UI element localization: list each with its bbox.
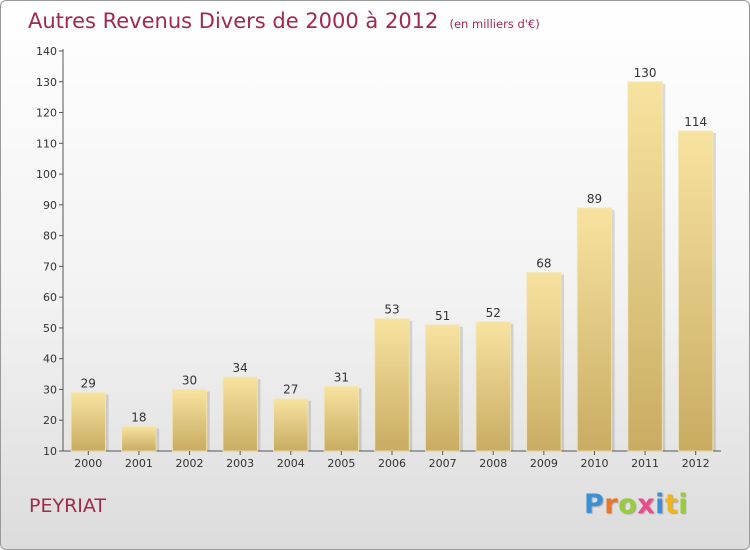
y-tick-label: 70 [43, 260, 57, 273]
bar-value-label: 130 [634, 66, 657, 80]
x-tick-label: 2007 [429, 457, 457, 470]
bar-value-label: 114 [684, 115, 707, 129]
x-tick-label: 2012 [682, 457, 710, 470]
bar [70, 392, 106, 452]
x-tick-label: 2004 [277, 457, 305, 470]
bar-value-label: 89 [587, 192, 602, 206]
logo-letter: x [637, 489, 656, 520]
bar-value-label: 52 [486, 306, 501, 320]
logo-letter: o [618, 489, 638, 520]
x-tick-label: 2006 [378, 457, 406, 470]
x-tick-label: 2003 [226, 457, 254, 470]
y-tick-label: 80 [43, 230, 57, 243]
y-tick-label: 60 [43, 291, 57, 304]
bar-value-label: 27 [283, 383, 298, 397]
proxiti-logo: Proxiti [584, 489, 688, 520]
location-label: PEYRIAT [29, 495, 107, 517]
bar-value-label: 51 [435, 309, 450, 323]
y-tick-label: 130 [36, 76, 57, 89]
bar [627, 81, 663, 452]
x-tick-label: 2005 [327, 457, 355, 470]
bar [121, 425, 157, 452]
bar [526, 272, 562, 452]
y-tick-label: 110 [36, 137, 57, 150]
logo-letter: t [664, 489, 679, 520]
bar [425, 324, 461, 452]
logo-letter: P [584, 489, 605, 520]
bar [171, 389, 208, 452]
bar [576, 207, 613, 452]
y-tick-label: 40 [43, 353, 57, 366]
y-tick-label: 100 [36, 168, 57, 181]
bar-value-label: 30 [182, 373, 197, 387]
x-tick-label: 2000 [74, 457, 102, 470]
x-tick-label: 2010 [580, 457, 608, 470]
bar-value-label: 18 [131, 410, 146, 424]
y-tick-label: 30 [43, 383, 57, 396]
bar [323, 385, 359, 452]
title-block: Autres Revenus Divers de 2000 à 2012 (en… [28, 9, 540, 33]
bar-value-label: 29 [81, 377, 96, 391]
chart-subtitle: (en milliers d'€) [449, 17, 540, 31]
chart-title: Autres Revenus Divers de 2000 à 2012 [28, 9, 439, 33]
x-tick-label: 2008 [479, 457, 507, 470]
y-tick-label: 140 [36, 45, 57, 58]
x-tick-label: 2002 [176, 457, 204, 470]
x-tick-label: 2001 [125, 457, 153, 470]
logo-letter: r [604, 489, 619, 520]
bar [678, 130, 714, 452]
x-tick-label: 2009 [530, 457, 558, 470]
bar [475, 321, 511, 452]
bar-value-label: 68 [536, 257, 551, 271]
y-tick-label: 20 [43, 414, 57, 427]
logo-letter: i [655, 489, 665, 520]
y-tick-label: 10 [43, 445, 57, 458]
logo-letter: i [678, 489, 689, 520]
bar-value-label: 31 [334, 370, 349, 384]
bar-value-label: 34 [233, 361, 248, 375]
y-tick-label: 90 [43, 199, 57, 212]
bar [374, 318, 410, 452]
bar-value-label: 53 [384, 303, 399, 317]
y-tick-label: 120 [36, 107, 57, 120]
bar [273, 398, 309, 452]
x-tick-label: 2011 [631, 457, 659, 470]
y-tick-label: 50 [43, 322, 57, 335]
bar [222, 376, 258, 452]
